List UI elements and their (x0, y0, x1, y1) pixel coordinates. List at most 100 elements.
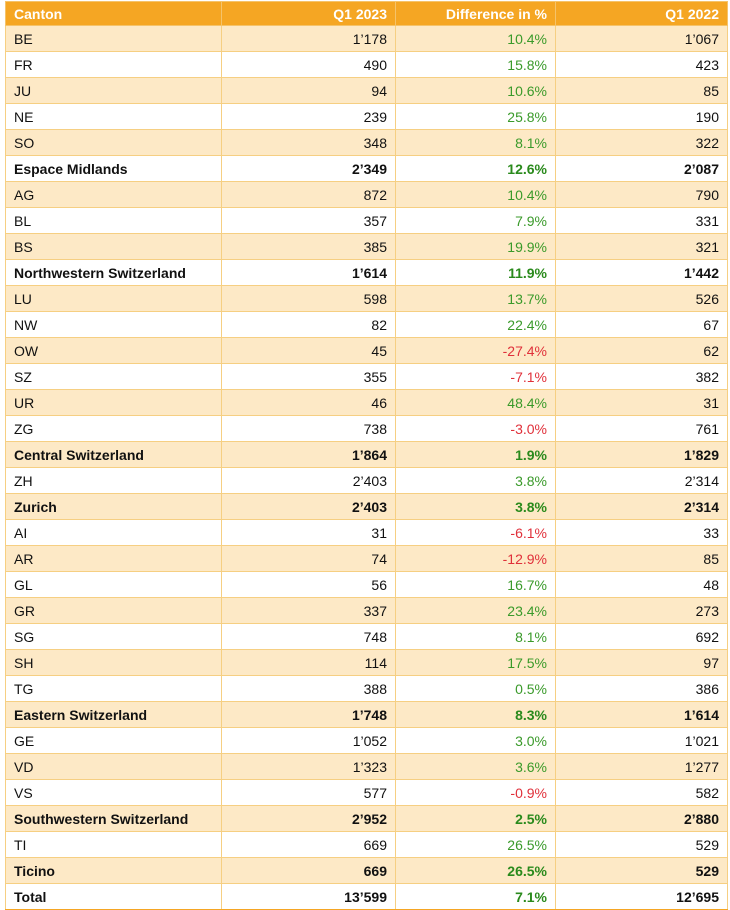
cell-difference: 17.5% (395, 649, 556, 676)
table-row: GE 1’052 3.0% 1’021 (5, 727, 728, 754)
cell-canton: BL (5, 207, 222, 234)
cell-canton: ZG (5, 415, 222, 442)
table-row: ZG 738 -3.0% 761 (5, 415, 728, 442)
table-row: AI 31 -6.1% 33 (5, 519, 728, 546)
table-row: BE 1’178 10.4% 1’067 (5, 25, 728, 52)
cell-q1-2023: 348 (221, 129, 396, 156)
table-row: BL 357 7.9% 331 (5, 207, 728, 234)
cell-difference: 10.4% (395, 181, 556, 208)
cell-q1-2023: 669 (221, 857, 396, 884)
cell-q1-2023: 490 (221, 51, 396, 78)
cell-difference: -6.1% (395, 519, 556, 546)
cell-canton: Total (5, 883, 222, 910)
total-row: Total 13’599 7.1% 12’695 (5, 883, 728, 910)
cell-q1-2023: 598 (221, 285, 396, 312)
cell-q1-2022: 692 (555, 623, 728, 650)
cell-difference: 25.8% (395, 103, 556, 130)
cell-q1-2023: 669 (221, 831, 396, 858)
cell-q1-2022: 322 (555, 129, 728, 156)
cell-difference: 3.8% (395, 467, 556, 494)
cell-difference: 12.6% (395, 155, 556, 182)
cell-q1-2022: 1’021 (555, 727, 728, 754)
cell-difference: 19.9% (395, 233, 556, 260)
table-row: FR 490 15.8% 423 (5, 51, 728, 78)
cell-difference: 13.7% (395, 285, 556, 312)
cell-difference: 22.4% (395, 311, 556, 338)
cell-difference: 11.9% (395, 259, 556, 286)
cell-q1-2023: 82 (221, 311, 396, 338)
cell-canton: GE (5, 727, 222, 754)
cell-q1-2023: 239 (221, 103, 396, 130)
cell-difference: -3.0% (395, 415, 556, 442)
cell-q1-2022: 526 (555, 285, 728, 312)
cell-q1-2022: 2’880 (555, 805, 728, 832)
region-row: Ticino 669 26.5% 529 (5, 857, 728, 884)
cell-q1-2022: 85 (555, 77, 728, 104)
table-row: AR 74 -12.9% 85 (5, 545, 728, 572)
table-row: TI 669 26.5% 529 (5, 831, 728, 858)
cell-q1-2022: 190 (555, 103, 728, 130)
cell-canton: Espace Midlands (5, 155, 222, 182)
cell-canton: SZ (5, 363, 222, 390)
cell-q1-2022: 2’314 (555, 467, 728, 494)
cell-q1-2023: 56 (221, 571, 396, 598)
cell-q1-2022: 2’087 (555, 155, 728, 182)
cell-canton: Eastern Switzerland (5, 701, 222, 728)
cell-canton: TG (5, 675, 222, 702)
header-q1-2023: Q1 2023 (221, 1, 396, 26)
cell-canton: FR (5, 51, 222, 78)
cell-q1-2022: 321 (555, 233, 728, 260)
cell-q1-2022: 1’614 (555, 701, 728, 728)
cell-canton: Zurich (5, 493, 222, 520)
cell-canton: Southwestern Switzerland (5, 805, 222, 832)
cell-q1-2022: 582 (555, 779, 728, 806)
cell-difference: 2.5% (395, 805, 556, 832)
header-q1-2022: Q1 2022 (555, 1, 728, 26)
table-row: SH 114 17.5% 97 (5, 649, 728, 676)
cell-q1-2023: 2’403 (221, 493, 396, 520)
region-row: Northwestern Switzerland 1’614 11.9% 1’442 (5, 259, 728, 286)
cell-q1-2023: 577 (221, 779, 396, 806)
cell-q1-2022: 790 (555, 181, 728, 208)
cell-difference: 7.1% (395, 883, 556, 910)
cell-canton: JU (5, 77, 222, 104)
cell-q1-2023: 31 (221, 519, 396, 546)
cell-difference: 8.1% (395, 623, 556, 650)
cell-canton: AG (5, 181, 222, 208)
cell-q1-2022: 85 (555, 545, 728, 572)
cell-q1-2023: 738 (221, 415, 396, 442)
table-row: GL 56 16.7% 48 (5, 571, 728, 598)
cell-q1-2023: 748 (221, 623, 396, 650)
cell-q1-2022: 12’695 (555, 883, 728, 910)
cell-q1-2022: 1’829 (555, 441, 728, 468)
cell-q1-2022: 761 (555, 415, 728, 442)
cell-canton: UR (5, 389, 222, 416)
cell-difference: -12.9% (395, 545, 556, 572)
table-row: UR 46 48.4% 31 (5, 389, 728, 416)
cell-q1-2023: 45 (221, 337, 396, 364)
cell-difference: 15.8% (395, 51, 556, 78)
table-row: NW 82 22.4% 67 (5, 311, 728, 338)
cell-q1-2022: 529 (555, 831, 728, 858)
cell-q1-2022: 31 (555, 389, 728, 416)
canton-table: Canton Q1 2023 Difference in % Q1 2022 B… (5, 1, 728, 910)
cell-difference: 23.4% (395, 597, 556, 624)
table-row: SZ 355 -7.1% 382 (5, 363, 728, 390)
region-row: Southwestern Switzerland 2’952 2.5% 2’880 (5, 805, 728, 832)
table-body: BE 1’178 10.4% 1’067 FR 490 15.8% 423 JU 94 10.6% 8… (5, 25, 728, 910)
table-row: ZH 2’403 3.8% 2’314 (5, 467, 728, 494)
table-row: NE 239 25.8% 190 (5, 103, 728, 130)
cell-difference: 10.4% (395, 25, 556, 52)
cell-q1-2023: 385 (221, 233, 396, 260)
cell-q1-2023: 337 (221, 597, 396, 624)
cell-q1-2022: 1’442 (555, 259, 728, 286)
header-row: Canton Q1 2023 Difference in % Q1 2022 (5, 1, 728, 26)
cell-q1-2023: 74 (221, 545, 396, 572)
cell-canton: LU (5, 285, 222, 312)
cell-difference: 48.4% (395, 389, 556, 416)
cell-q1-2023: 1’178 (221, 25, 396, 52)
cell-canton: SO (5, 129, 222, 156)
cell-difference: 1.9% (395, 441, 556, 468)
cell-q1-2023: 2’952 (221, 805, 396, 832)
cell-canton: SH (5, 649, 222, 676)
